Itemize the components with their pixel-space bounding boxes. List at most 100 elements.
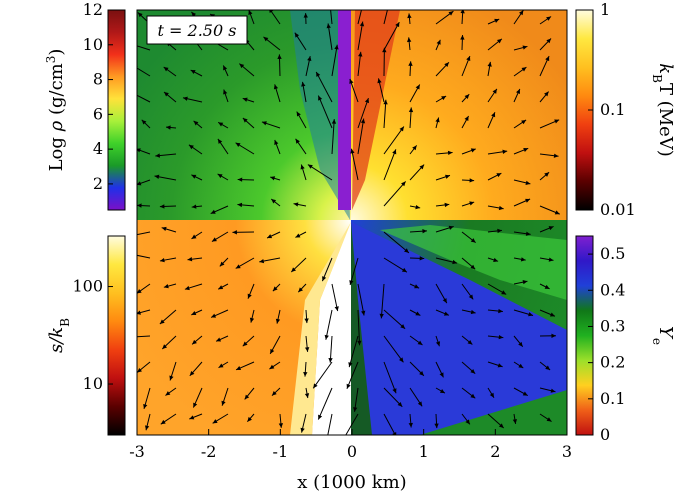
velocity-arrow-head [364, 98, 370, 104]
velocity-arrow [383, 21, 400, 51]
velocity-arrow-head [211, 313, 217, 318]
time-label-box: t = 2.50 s [146, 15, 248, 45]
velocity-arrow [383, 149, 397, 181]
plot-area [137, 10, 567, 444]
density-jet-feature [290, 10, 350, 220]
velocity-arrow-head [498, 423, 504, 429]
velocity-arrow-head [163, 67, 169, 72]
velocity-arrow-head [137, 12, 143, 18]
velocity-arrow [325, 309, 333, 340]
velocity-arrow-head [435, 341, 441, 347]
velocity-arrow [383, 181, 407, 207]
velocity-arrow-head [261, 121, 267, 126]
velocity-arrow [383, 309, 406, 330]
velocity-arrow-head [184, 285, 190, 291]
velocity-arrow-head [549, 312, 555, 317]
velocity-arrow-head [460, 35, 465, 40]
velocity-arrow-head [469, 178, 475, 183]
velocity-arrow-head [278, 423, 284, 428]
velocity-arrow-head [417, 401, 423, 407]
velocity-arrow-head [470, 309, 476, 315]
velocity-arrow [330, 10, 333, 25]
velocity-arrow-head [498, 308, 503, 314]
velocity-arrow-head [239, 63, 245, 69]
velocity-arrow-head [219, 261, 225, 267]
velocity-arrow-head [469, 201, 475, 206]
velocity-arrow [349, 257, 359, 286]
velocity-arrow-head [300, 427, 305, 433]
velocity-arrow-head [360, 118, 366, 124]
velocity-arrow-head [434, 423, 439, 429]
velocity-arrow [348, 335, 359, 368]
velocity-arrow-head [439, 388, 445, 394]
velocity-arrow-head [165, 391, 171, 396]
velocity-arrow-head [545, 365, 551, 370]
velocity-arrow-head [496, 38, 502, 44]
velocity-arrow-head [497, 363, 503, 368]
velocity-arrow-head [341, 439, 345, 444]
velocity-arrow [383, 361, 397, 394]
velocity-arrow-head [313, 383, 318, 389]
velocity-arrow-head [275, 318, 281, 324]
velocity-arrow-head [525, 231, 531, 236]
velocity-arrow-head [392, 431, 397, 435]
velocity-arrow-head [304, 347, 310, 352]
velocity-arrow-head [546, 417, 552, 422]
velocity-arrow-head [523, 147, 529, 152]
velocity-arrow-head [247, 416, 252, 422]
velocity-arrow-head [263, 36, 269, 42]
colorbar-tick-label: 2 [93, 174, 103, 193]
velocity-arrow-head [137, 203, 142, 208]
velocity-arrow-head [419, 256, 425, 261]
velocity-arrow-head [408, 422, 413, 428]
velocity-arrow [383, 10, 388, 25]
velocity-arrow [345, 413, 359, 435]
velocity-arrow-head [141, 119, 147, 125]
velocity-arrow-head [444, 62, 449, 68]
velocity-arrow-head [318, 414, 323, 420]
velocity-arrow-head [269, 10, 274, 14]
velocity-arrow-head [160, 419, 166, 425]
velocity-arrow-head [493, 257, 499, 262]
velocity-arrow-head [395, 22, 400, 28]
velocity-arrow-head [467, 339, 473, 345]
velocity-arrow-head [422, 228, 427, 234]
velocity-arrow-head [304, 318, 309, 324]
colorbar-temperature-label: kBT (MeV) [650, 63, 676, 157]
velocity-arrow-head [419, 371, 424, 376]
velocity-arrow-head [236, 366, 242, 371]
colorbar-electron_fraction-label: Ye [650, 326, 676, 345]
velocity-arrow-head [358, 51, 363, 57]
velocity-arrow-head [271, 390, 277, 396]
velocity-arrow-head [303, 371, 308, 377]
velocity-arrow-head [498, 205, 504, 211]
velocity-arrow-head [519, 10, 524, 16]
velocity-arrow-head [295, 233, 301, 238]
velocity-arrow-head [399, 126, 404, 132]
velocity-arrow [357, 21, 364, 51]
x-tick-label: 1 [419, 442, 429, 461]
velocity-arrow-head [441, 96, 447, 101]
velocity-arrow-head [155, 153, 160, 158]
velocity-arrow-head [324, 334, 329, 340]
x-tick-label: 3 [562, 442, 572, 461]
velocity-arrow-head [211, 237, 217, 242]
velocity-arrow-head [498, 334, 504, 340]
velocity-arrow-head [166, 125, 171, 130]
colorbar-density-label: Log ρ (g/cm3) [44, 49, 67, 172]
velocity-arrow-head [216, 337, 222, 342]
colorbar-tick-label: 0.5 [600, 244, 625, 263]
velocity-arrow-head [400, 324, 406, 329]
velocity-arrow-head [544, 284, 550, 289]
x-axis: -3 -2 -1 0 1 2 3 [129, 429, 572, 461]
velocity-arrow-head [551, 333, 556, 339]
colorbar-tick-label: 4 [93, 139, 103, 158]
velocity-arrow-head [470, 264, 476, 270]
velocity-arrow-head [417, 340, 423, 346]
velocity-arrow-head [191, 234, 197, 239]
velocity-arrow-head [464, 116, 469, 122]
velocity-arrow-head [193, 402, 198, 408]
velocity-arrow-head [518, 363, 524, 369]
ye-dark-jet [351, 222, 372, 435]
